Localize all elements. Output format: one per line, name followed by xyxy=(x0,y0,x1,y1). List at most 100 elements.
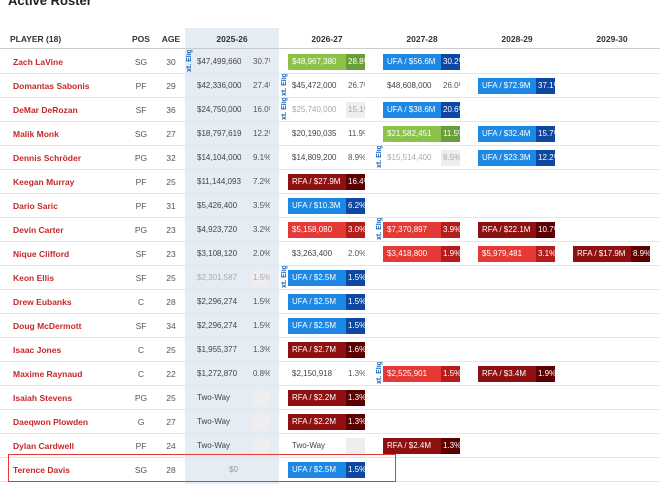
position: PF xyxy=(135,81,147,91)
cap-percent: 1.5% xyxy=(346,462,365,478)
age: 30 xyxy=(166,57,176,67)
cap-percent: 1.5% xyxy=(441,366,460,382)
position: C xyxy=(137,297,145,307)
salary-text: $14,809,200 xyxy=(292,153,337,162)
salary-text: $2,525,901 xyxy=(383,366,441,382)
salary-cell: $1,955,377 1.3% xyxy=(193,342,270,358)
cap-percent xyxy=(251,390,270,406)
salary-cell: $2,296,274 1.5% xyxy=(193,294,270,310)
cap-percent: 8.5% xyxy=(441,150,460,166)
salary-cell: $18,797,619 12.2% xyxy=(193,126,270,142)
salary-text: $1,272,870 xyxy=(197,369,238,378)
salary-text: Two-Way xyxy=(197,417,231,426)
roster-row: Nique Clifford SF 23 $3,108,120 2.0% $3,263,4… xyxy=(0,242,660,266)
column-header: PLAYER (18) xyxy=(10,34,62,44)
cap-percent: 1.3% xyxy=(253,345,270,354)
cap-percent xyxy=(346,438,365,454)
cap-percent: 3.0% xyxy=(346,222,365,238)
salary-cell: RFA / $2.4M 1.3% xyxy=(383,438,460,454)
age: 25 xyxy=(166,345,176,355)
salary-cell: $3,108,120 2.0% xyxy=(193,246,270,262)
age: 36 xyxy=(166,105,176,115)
roster-row: Zach LaVine SG 30 $47,499,660 30.7% xt. Elig.… xyxy=(0,50,660,74)
cap-percent xyxy=(251,414,270,430)
age: 24 xyxy=(166,441,176,451)
salary-cell: RFA / $3.4M 1.9% xyxy=(478,366,555,382)
player-name: DeMar DeRozan xyxy=(13,105,78,115)
position: PG xyxy=(134,225,148,235)
salary-text: UFA / $56.6M xyxy=(383,54,441,70)
salary-text: UFA / $2.5M xyxy=(288,270,346,286)
player-name: Dylan Cardwell xyxy=(13,441,74,451)
salary-text: $1,955,377 xyxy=(197,345,238,354)
cap-percent: 1.6% xyxy=(346,342,365,358)
cap-percent: 9.1% xyxy=(253,153,270,162)
position: SF xyxy=(135,249,147,259)
roster-row: Maxime Raynaud C 22 $1,272,870 0.8% $2,150,91… xyxy=(0,362,660,386)
salary-cell: RFA / $2.2M 1.3% xyxy=(288,414,365,430)
salary-cell: UFA / $2.5M 1.5% xyxy=(288,294,365,310)
salary-cell: $45,472,000 26.7% xyxy=(288,78,365,94)
position: PF xyxy=(135,441,147,451)
season-shade xyxy=(185,28,279,484)
extension-note: xt. Elig. xyxy=(186,50,193,72)
player-name: Doug McDermott xyxy=(13,321,82,331)
position: SG xyxy=(134,57,148,67)
cap-percent: 7.2% xyxy=(253,177,270,186)
header-rule xyxy=(0,48,660,49)
age: 32 xyxy=(166,153,176,163)
player-name: Maxime Raynaud xyxy=(13,369,83,379)
extension-note: xt. Elig. xyxy=(376,218,383,240)
salary-text: Two-Way xyxy=(197,393,231,402)
salary-text: $45,472,000 xyxy=(292,81,337,90)
cap-percent: 1.9% xyxy=(441,246,460,262)
salary-cell: RFA / $2.7M 1.6% xyxy=(288,342,365,358)
column-header: 2027-28 xyxy=(406,34,438,44)
cap-percent: 8.9% xyxy=(631,246,650,262)
cap-percent: 15.7% xyxy=(536,126,555,142)
roster-row: Devin Carter PG 23 $4,923,720 3.2% $5,158,080… xyxy=(0,218,660,242)
salary-text: UFA / $2.5M xyxy=(288,462,346,478)
column-header: 2026-27 xyxy=(311,34,343,44)
age: 27 xyxy=(166,129,176,139)
salary-cell: $5,158,080 3.0% xyxy=(288,222,365,238)
roster-row: Malik Monk SG 27 $18,797,619 12.2% $20,190,03… xyxy=(0,122,660,146)
player-name: Dennis Schröder xyxy=(13,153,82,163)
roster-row: Dylan Cardwell PF 24 Two-Way Two-Way RFA / $2… xyxy=(0,434,660,458)
salary-cell: $42,336,000 27.4% xyxy=(193,78,270,94)
cap-percent: 26.0% xyxy=(443,81,460,90)
salary-cell: RFA / $2.2M 1.3% xyxy=(288,390,365,406)
roster-row: Domantas Sabonis PF 29 $42,336,000 27.4% $45,… xyxy=(0,74,660,98)
cap-percent: 15.1% xyxy=(346,102,365,118)
roster-row: Doug McDermott SF 34 $2,296,274 1.5% UFA / $2… xyxy=(0,314,660,338)
salary-text: $14,104,000 xyxy=(197,153,242,162)
salary-text: RFA / $27.9M xyxy=(288,174,346,190)
cap-percent: 1.5% xyxy=(346,294,365,310)
salary-text: RFA / $3.4M xyxy=(478,366,536,382)
cap-percent: 1.3% xyxy=(441,438,460,454)
age: 28 xyxy=(166,465,176,475)
salary-cell: UFA / $10.3M 6.2% xyxy=(288,198,365,214)
cap-percent: 6.2% xyxy=(346,198,365,214)
salary-cell: $4,923,720 3.2% xyxy=(193,222,270,238)
age: 22 xyxy=(166,369,176,379)
age: 25 xyxy=(166,393,176,403)
salary-text: UFA / $32.4M xyxy=(478,126,536,142)
salary-cell: $15,514,400 8.5% xyxy=(383,150,460,166)
salary-text: $2,150,918 xyxy=(292,369,333,378)
cap-percent: 8.9% xyxy=(348,153,365,162)
salary-cell: $7,370,897 3.9% xyxy=(383,222,460,238)
salary-cell: $24,750,000 16.0% xyxy=(193,102,270,118)
cap-percent: 1.3% xyxy=(346,414,365,430)
salary-cell: UFA / $2.5M 1.5% xyxy=(288,462,365,478)
salary-text: $2,301,587 xyxy=(197,273,238,282)
cap-percent: 1.5% xyxy=(251,270,270,286)
salary-cell: $14,104,000 9.1% xyxy=(193,150,270,166)
player-name: Keegan Murray xyxy=(13,177,75,187)
